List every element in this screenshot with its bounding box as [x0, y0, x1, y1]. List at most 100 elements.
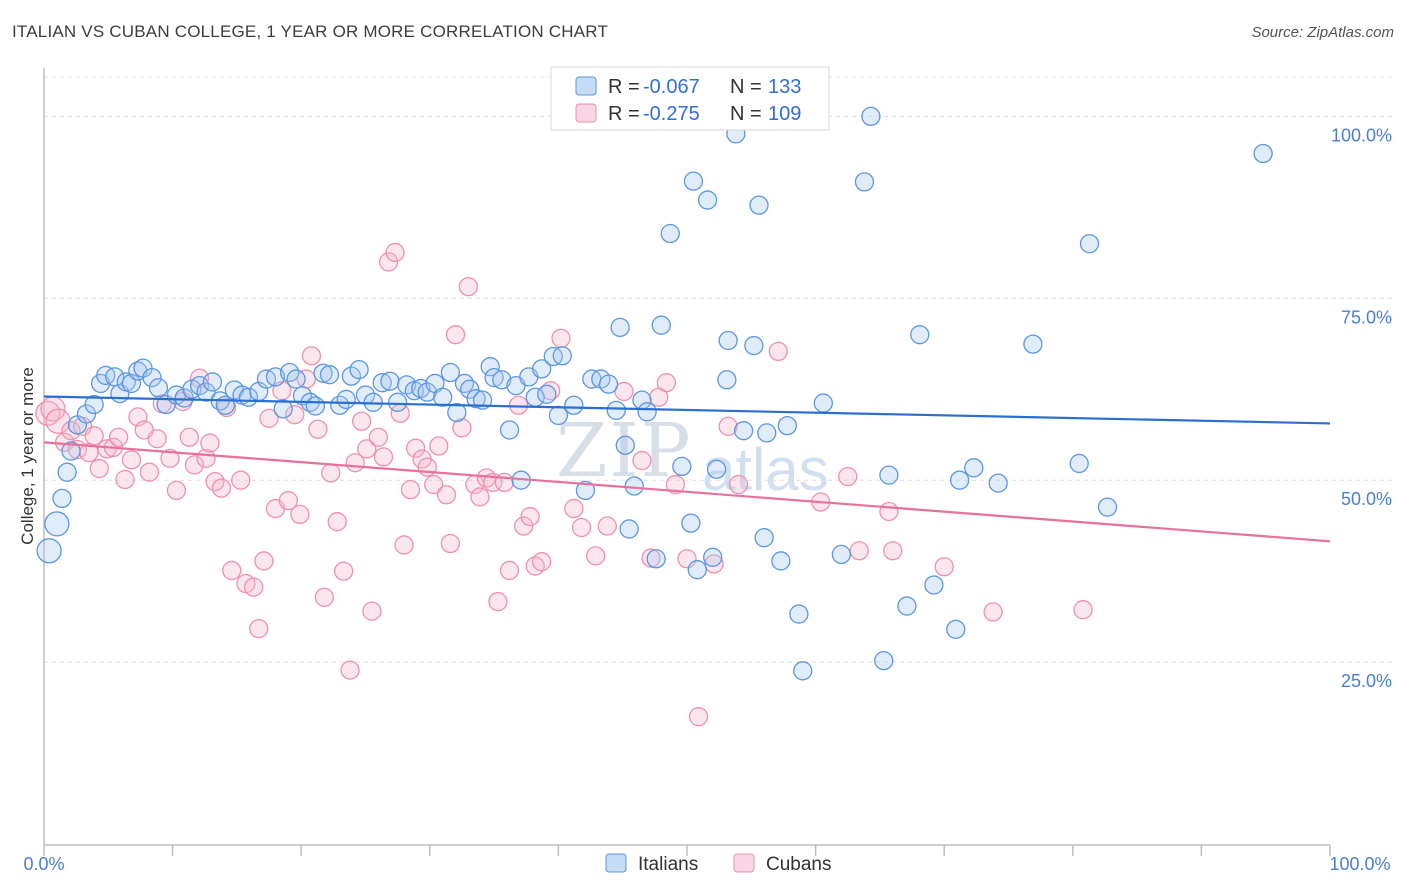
scatter-point-cubans [368, 427, 389, 447]
scatter-point-italians [84, 394, 104, 415]
scatter-point-cubans [139, 462, 160, 482]
legend-n-label-italians: N = [730, 76, 762, 98]
scatter-point-italians [706, 459, 727, 479]
scatter-point-italians [492, 370, 512, 390]
scatter-point-cubans [494, 472, 515, 493]
legend-swatch-italians [575, 76, 597, 96]
scatter-point-italians [537, 384, 557, 404]
scatter-point-italians [949, 470, 970, 490]
scatter-point-italians [610, 317, 630, 338]
scatter-point-cubans [308, 419, 328, 439]
scatter-point-italians [532, 359, 552, 379]
scatter-point-italians [718, 330, 738, 351]
trendline-italians [43, 395, 1331, 425]
scatter-point-cubans [249, 618, 269, 639]
watermark-atlas: atlas [702, 436, 829, 503]
scatter-point-italians [387, 392, 408, 412]
y-tick-label: 25.0% [1341, 671, 1392, 691]
y-axis-tick-labels: 25.0% 50.0% 75.0% 100.0% [1331, 125, 1392, 691]
scatter-point-italians [148, 378, 169, 398]
scatter-point-italians [61, 441, 81, 461]
scatter-point-italians [793, 661, 813, 681]
scatter-point-italians [771, 551, 791, 571]
scatter-point-cubans [656, 373, 677, 393]
scatter-point-cubans [231, 470, 251, 490]
scatter-point-cubans [89, 458, 109, 479]
scatter-point-italians [777, 415, 797, 436]
scatter-point-cubans [614, 381, 634, 402]
scatter-point-italians [552, 346, 572, 366]
scatter-point-cubans [321, 463, 341, 483]
legend-r-label-cubans: R = [608, 103, 640, 125]
scatter-point-cubans [838, 466, 858, 487]
scatter-point-cubans [768, 341, 788, 362]
chart-title: ITALIAN VS CUBAN COLLEGE, 1 YEAR OR MORE… [12, 22, 609, 41]
scatter-point-italians [292, 386, 313, 406]
scatter-point-italians [619, 519, 639, 539]
scatter-point-cubans [406, 438, 426, 458]
legend-n-value-cubans: 109 [768, 103, 801, 125]
x-axis-ticks [43, 845, 1331, 856]
scatter-point-italians [548, 405, 569, 426]
scatter-point-italians [57, 462, 77, 482]
scatter-point-cubans [385, 242, 405, 263]
y-axis-label: College, 1 year or more [18, 367, 37, 545]
scatter-point-italians [305, 396, 325, 416]
scatter-point-italians [697, 190, 718, 210]
scatter-point-italians [1069, 453, 1089, 474]
bottom-legend: Italians Cubans [605, 853, 832, 875]
italian-points [36, 106, 1273, 681]
legend-box: R = -0.067 N = 133 R = -0.275 N = 109 [550, 66, 830, 131]
scatter-point-italians [121, 373, 142, 394]
scatter-point-italians [703, 547, 723, 567]
scatter-point-italians [36, 538, 62, 564]
scatter-point-italians [874, 650, 894, 671]
scatter-point-italians [286, 369, 306, 389]
scatter-point-cubans [532, 552, 552, 572]
scatter-point-cubans [586, 546, 606, 566]
scatter-point-cubans [632, 450, 652, 471]
scatter-point-italians [749, 195, 769, 215]
scatter-point-cubans [278, 490, 298, 511]
scatter-point-cubans [211, 478, 232, 498]
bottom-legend-swatch-cubans [733, 853, 755, 873]
scatter-point-cubans [179, 427, 199, 447]
scatter-point-italians [897, 596, 917, 616]
scatter-point-cubans [849, 541, 869, 561]
scatter-point-cubans [147, 429, 167, 449]
scatter-point-italians [564, 395, 584, 415]
y-tick-label: 50.0% [1341, 489, 1392, 509]
scatter-point-cubans [424, 474, 444, 495]
scatter-point-italians [460, 379, 480, 399]
scatter-point-cubans [121, 450, 142, 470]
scatter-point-italians [660, 223, 680, 244]
scatter-point-cubans [301, 346, 322, 366]
bottom-legend-swatch-italians [605, 853, 627, 873]
scatter-point-italians [196, 382, 216, 402]
scatter-point-italians [672, 456, 692, 477]
scatter-point-cubans [688, 707, 709, 727]
scatter-point-cubans [934, 557, 954, 577]
scatter-point-cubans [314, 587, 334, 607]
scatter-point-italians [879, 465, 899, 485]
scatter-point-italians [717, 370, 737, 390]
scatter-point-cubans [378, 252, 399, 272]
scatter-point-cubans [373, 447, 394, 467]
scatter-point-italians [964, 458, 984, 478]
scatter-point-italians [988, 473, 1008, 493]
bottom-legend-label-italians: Italians [638, 854, 698, 875]
scatter-point-italians [397, 375, 417, 395]
scatter-point-italians [336, 389, 356, 410]
scatter-point-italians [1253, 143, 1273, 164]
scatter-point-italians [924, 575, 944, 595]
scatter-point-cubans [488, 592, 508, 612]
scatter-point-cubans [333, 561, 354, 581]
legend-n-label-cubans: N = [730, 103, 762, 125]
scatter-point-italians [433, 387, 453, 407]
scatter-point-cubans [84, 426, 104, 446]
scatter-point-cubans [452, 418, 472, 438]
scatter-point-cubans [641, 548, 661, 568]
scatter-point-italians [813, 393, 833, 413]
scatter-point-italians [202, 372, 223, 392]
